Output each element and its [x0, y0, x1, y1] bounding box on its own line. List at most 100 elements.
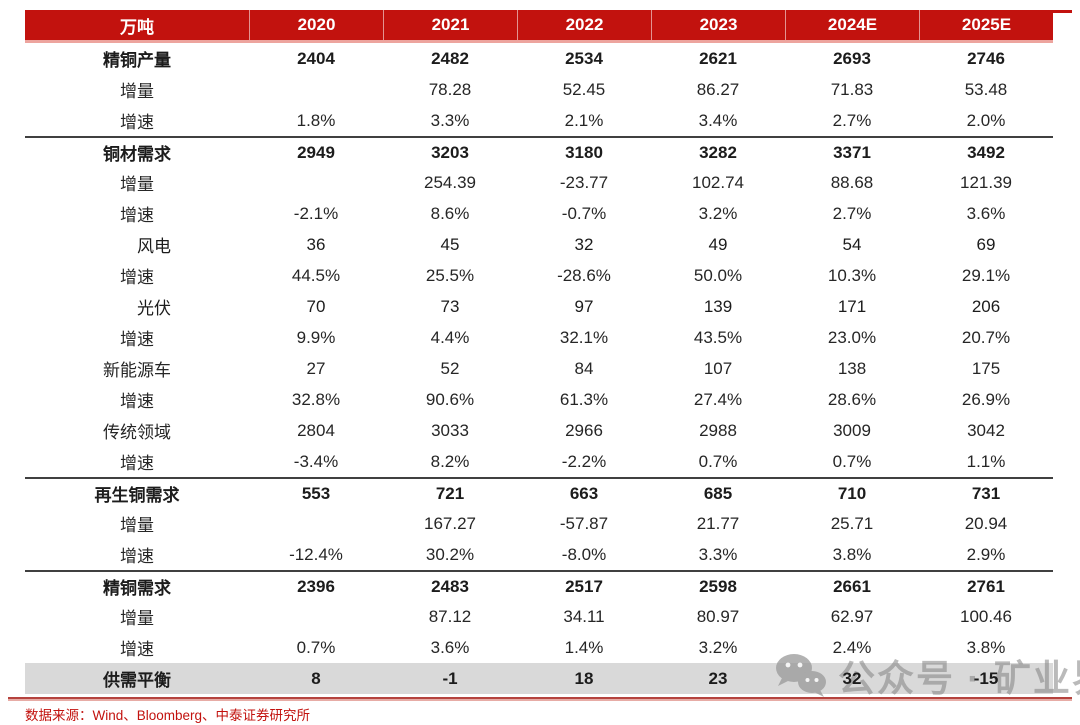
- row-label: 增速: [120, 268, 154, 287]
- value-cell: 3.2%: [698, 637, 738, 657]
- row-label: 增速: [120, 206, 154, 225]
- row-label: 增速: [120, 640, 154, 659]
- value-cell: 102.74: [692, 172, 744, 192]
- value-cell: 3042: [967, 420, 1005, 440]
- table-row: 风电 36 45 32 49 54 69: [25, 229, 1053, 260]
- value-cell: 43.5%: [693, 327, 743, 347]
- value-cell: 2396: [297, 576, 335, 596]
- value-cell: 87.12: [428, 606, 472, 626]
- value-cell: 2.4%: [832, 637, 872, 657]
- value-cell: 2949: [297, 142, 335, 162]
- copper-supply-demand-table: 万吨 2020 2021 2022 2023 2024E 2025E 精铜产量 2404 24…: [25, 10, 1053, 694]
- value-cell: 70: [306, 296, 326, 316]
- year-header-cell: 2021: [383, 10, 517, 40]
- row-label: 传统领域: [103, 423, 171, 442]
- year-header-cell: 2025E: [919, 10, 1053, 40]
- value-cell: 44.5%: [291, 265, 341, 285]
- row-label: 增量: [120, 175, 154, 194]
- value-cell: 2.7%: [832, 203, 872, 223]
- value-cell: 50.0%: [693, 265, 743, 285]
- value-cell: 254.39: [424, 172, 476, 192]
- value-cell: -23.77: [559, 172, 609, 192]
- value-cell: 71.83: [830, 79, 874, 99]
- table-row: 增速 0.7% 3.6% 1.4% 3.2% 2.4% 3.8%: [25, 632, 1053, 663]
- value-cell: 663: [569, 483, 599, 503]
- value-cell: 107: [703, 358, 733, 378]
- value-cell: 53.48: [964, 79, 1008, 99]
- value-cell: -28.6%: [557, 265, 611, 285]
- table-row: 增速 44.5% 25.5% -28.6% 50.0% 10.3% 29.1%: [25, 260, 1053, 291]
- value-cell: 0.7%: [698, 451, 738, 471]
- value-cell: 138: [837, 358, 867, 378]
- value-cell: 88.68: [830, 172, 874, 192]
- value-cell: 27.4%: [693, 389, 743, 409]
- table-row: 精铜需求 2396 2483 2517 2598 2661 2761: [25, 570, 1053, 601]
- value-cell: -57.87: [559, 513, 609, 533]
- table-row: 增量 167.27 -57.87 21.77 25.71 20.94: [25, 508, 1053, 539]
- value-cell: 3180: [565, 142, 603, 162]
- value-cell: 49: [708, 234, 728, 254]
- value-cell: 3009: [833, 420, 871, 440]
- value-cell: 4.4%: [430, 327, 470, 347]
- table-row: 光伏 70 73 97 139 171 206: [25, 291, 1053, 322]
- year-header-cell: 2024E: [785, 10, 919, 40]
- value-cell: 0.7%: [832, 451, 872, 471]
- value-cell: 8.2%: [430, 451, 470, 471]
- value-cell: 25.5%: [425, 265, 475, 285]
- table-row: 铜材需求 2949 3203 3180 3282 3371 3492: [25, 136, 1053, 167]
- table-row: 增速 9.9% 4.4% 32.1% 43.5% 23.0% 20.7%: [25, 322, 1053, 353]
- value-cell: 29.1%: [961, 265, 1011, 285]
- table-row: 新能源车 27 52 84 107 138 175: [25, 353, 1053, 384]
- table-row: 精铜产量 2404 2482 2534 2621 2693 2746: [25, 43, 1053, 74]
- table-row: 增速 -12.4% 30.2% -8.0% 3.3% 3.8% 2.9%: [25, 539, 1053, 570]
- row-label: 精铜需求: [103, 579, 171, 598]
- value-cell: 0.7%: [296, 637, 336, 657]
- value-cell: 2517: [565, 576, 603, 596]
- row-label: 再生铜需求: [94, 486, 180, 505]
- table-row: 增速 32.8% 90.6% 61.3% 27.4% 28.6% 26.9%: [25, 384, 1053, 415]
- value-cell: 3.6%: [966, 203, 1006, 223]
- value-cell: 21.77: [696, 513, 740, 533]
- value-cell: 9.9%: [296, 327, 336, 347]
- value-cell: 20.7%: [961, 327, 1011, 347]
- value-cell: 2.0%: [966, 110, 1006, 130]
- row-label: 增量: [120, 609, 154, 628]
- table-row: 增速 1.8% 3.3% 2.1% 3.4% 2.7% 2.0%: [25, 105, 1053, 136]
- value-cell: 2761: [967, 576, 1005, 596]
- table-row: 增量 87.12 34.11 80.97 62.97 100.46: [25, 601, 1053, 632]
- source-note: 数据来源：Wind、Bloomberg、中泰证券研究所: [25, 708, 311, 723]
- row-label: 新能源车: [103, 361, 171, 380]
- table-row: 增量 254.39 -23.77 102.74 88.68 121.39: [25, 167, 1053, 198]
- value-cell: 52: [440, 358, 460, 378]
- value-cell: 52.45: [562, 79, 606, 99]
- year-header-cell: 2023: [651, 10, 785, 40]
- value-cell: 73: [440, 296, 460, 316]
- value-cell: 62.97: [830, 606, 874, 626]
- value-cell: 2804: [297, 420, 335, 440]
- value-cell: 2483: [431, 576, 469, 596]
- value-cell: -2.2%: [561, 451, 607, 471]
- value-cell: 10.3%: [827, 265, 877, 285]
- value-cell: 32.1%: [559, 327, 609, 347]
- table-row: 增速 -3.4% 8.2% -2.2% 0.7% 0.7% 1.1%: [25, 446, 1053, 477]
- value-cell: 3033: [431, 420, 469, 440]
- value-cell: -1: [442, 668, 458, 688]
- row-label: 光伏: [137, 299, 171, 318]
- value-cell: 23.0%: [827, 327, 877, 347]
- row-label: 增速: [120, 392, 154, 411]
- value-cell: 2746: [967, 48, 1005, 68]
- row-label: 增速: [120, 113, 154, 132]
- value-cell: 1.8%: [296, 110, 336, 130]
- value-cell: 32: [574, 234, 594, 254]
- value-cell: 3.3%: [430, 110, 470, 130]
- value-cell: 2534: [565, 48, 603, 68]
- value-cell: 685: [703, 483, 733, 503]
- table-header-row: 万吨 2020 2021 2022 2023 2024E 2025E: [25, 10, 1053, 43]
- value-cell: 171: [837, 296, 867, 316]
- table-row: 增速 -2.1% 8.6% -0.7% 3.2% 2.7% 3.6%: [25, 198, 1053, 229]
- value-cell: 3.2%: [698, 203, 738, 223]
- value-cell: 100.46: [960, 606, 1012, 626]
- value-cell: 139: [703, 296, 733, 316]
- value-cell: 3.8%: [966, 637, 1006, 657]
